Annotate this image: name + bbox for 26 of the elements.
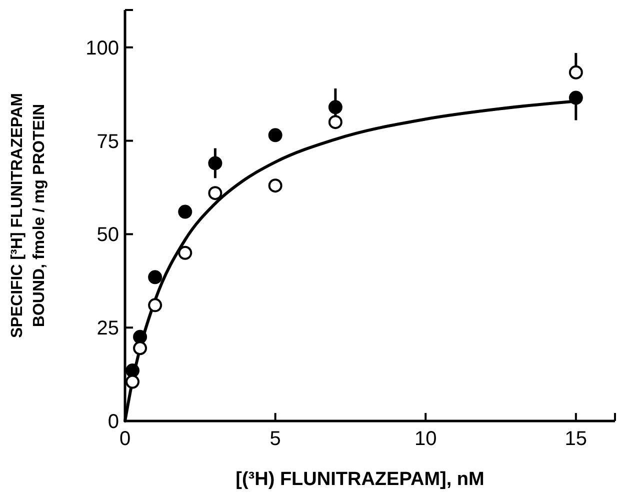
point: [126, 364, 140, 378]
point: [568, 65, 583, 80]
y-tick-label: 0: [108, 411, 119, 433]
point: [328, 115, 342, 130]
point: [268, 128, 282, 142]
point: [208, 156, 222, 170]
y-tick-label: 25: [96, 318, 119, 340]
point: [268, 178, 282, 193]
point: [568, 90, 583, 105]
x-tick-label: 15: [564, 428, 588, 450]
point: [208, 186, 222, 200]
y-tick-label: 75: [96, 130, 119, 153]
y-tick-label: 100: [86, 37, 119, 60]
y-axis-title: SPECIFIC [³H] FLUNITRAZEPAM BOUND, fmole / mg PROTEIN: [9, 92, 48, 338]
point: [148, 270, 162, 284]
point: [148, 298, 162, 312]
x-tick-label: 5: [270, 428, 281, 450]
point: [328, 100, 342, 114]
point: [178, 246, 192, 260]
point: [178, 204, 192, 219]
x-axis-title: [(³H) FLUNITRAZEPAM], nM: [236, 469, 484, 490]
x-tick-label: 10: [414, 428, 437, 450]
point: [126, 374, 140, 389]
point: [133, 330, 148, 344]
point: [133, 341, 148, 356]
y-tick-label: 50: [96, 224, 119, 246]
